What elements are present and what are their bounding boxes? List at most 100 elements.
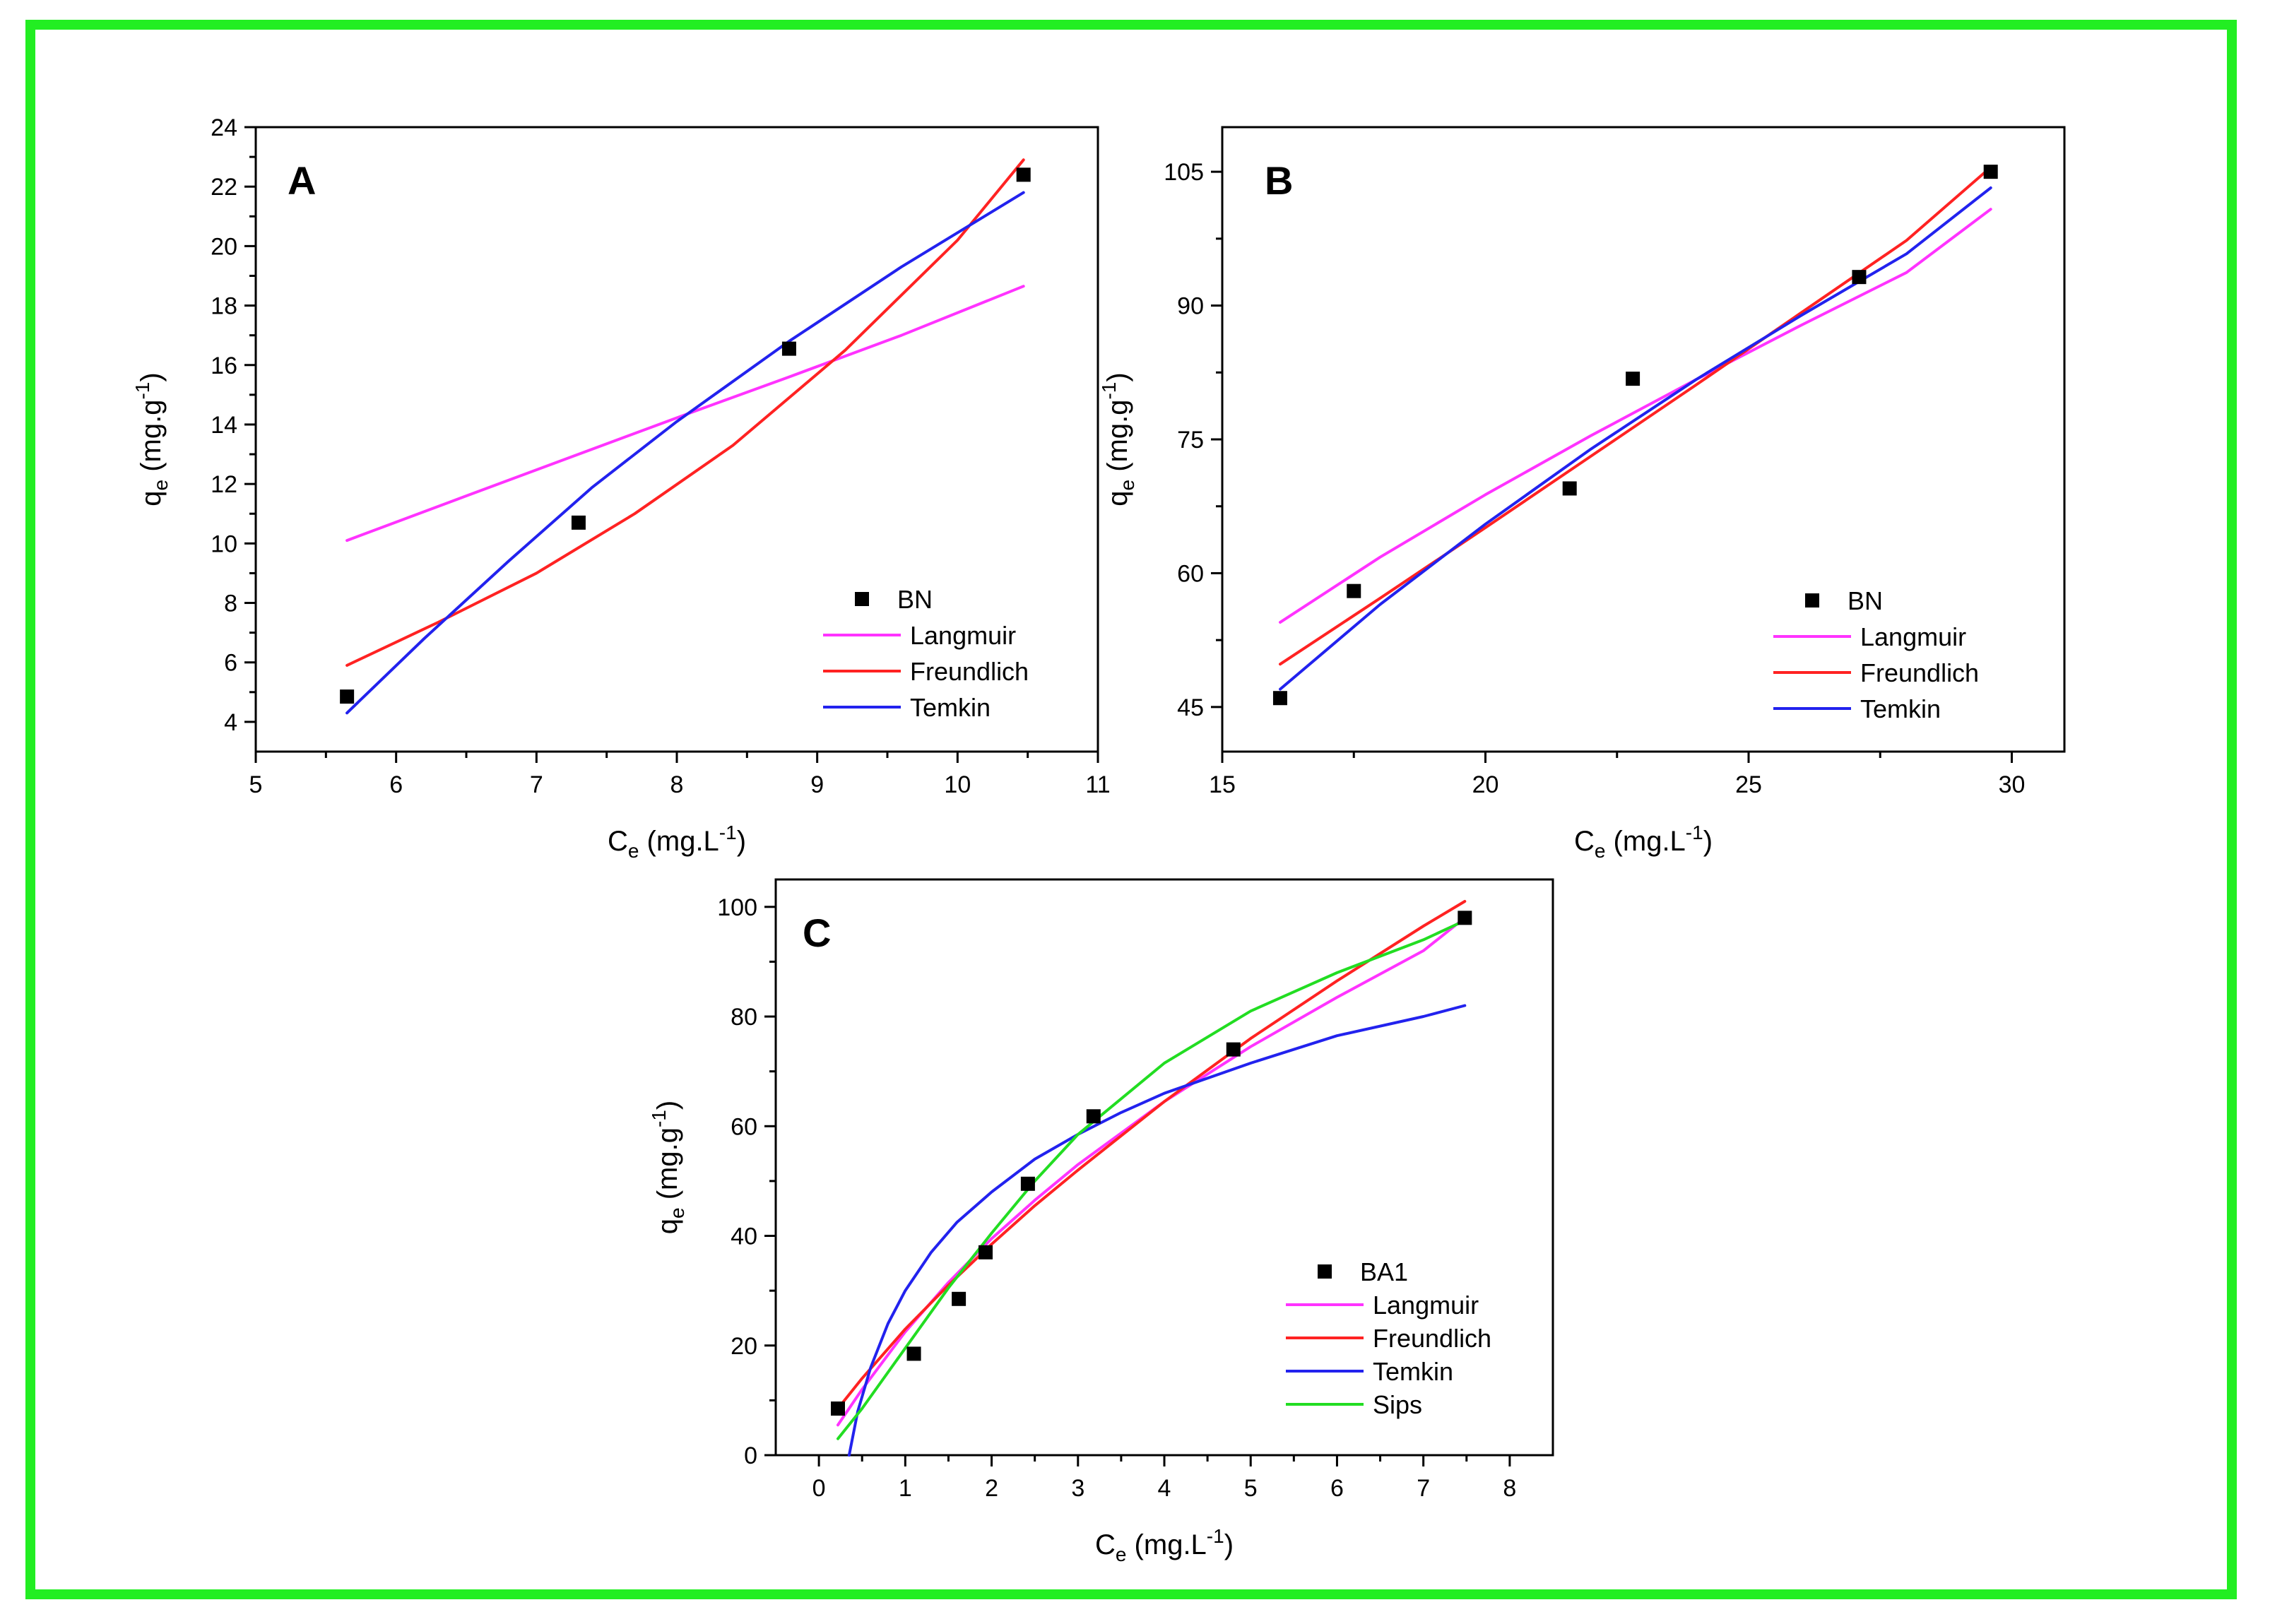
y-tick-label: 105 <box>1164 159 1204 186</box>
data-point <box>1020 1176 1035 1191</box>
y-axis-label: qe (mg.g-1) <box>131 372 172 506</box>
x-tick-label: 1 <box>899 1475 912 1502</box>
legend-label: Sips <box>1373 1390 1422 1419</box>
x-tick-label: 20 <box>1472 771 1499 798</box>
legend-label: Langmuir <box>1860 622 1966 651</box>
y-tick-label: 40 <box>731 1223 757 1250</box>
x-tick-label: 6 <box>1330 1475 1344 1502</box>
freundlich-curve <box>837 900 1467 1410</box>
figure-border <box>25 20 2237 1599</box>
x-axis-label: Ce (mg.L-1) <box>1574 822 1713 862</box>
legend: BN Langmuir Freundlich Temkin <box>823 585 1029 722</box>
data-point <box>906 1346 921 1361</box>
data-point <box>1458 911 1472 925</box>
freundlich-curve <box>1279 165 1992 666</box>
panel-letter: B <box>1265 158 1293 203</box>
panel-a: 5 6 7 8 9 10 11 4 6 8 10 12 14 16 18 20 22 24 Ce (mg.L-1) q… <box>131 114 1111 862</box>
x-tick-label: 7 <box>530 771 543 798</box>
data-point <box>1272 691 1287 706</box>
y-tick-label: 20 <box>731 1333 757 1360</box>
data-point <box>571 515 586 530</box>
x-tick-label: 0 <box>812 1475 826 1502</box>
x-tick-label: 2 <box>985 1475 998 1502</box>
legend-label: Temkin <box>1373 1357 1453 1386</box>
y-tick-label: 10 <box>211 531 237 557</box>
data-point <box>952 1291 966 1306</box>
data-point <box>1086 1109 1101 1124</box>
panel-b: 15 20 25 30 45 60 75 90 105 Ce (mg.L-1) qe (mg.g-1… <box>1098 126 2066 862</box>
y-tick-label: 100 <box>717 894 757 921</box>
x-tick-label: 3 <box>1071 1475 1084 1502</box>
y-tick-label: 14 <box>211 412 237 439</box>
x-tick-label: 7 <box>1417 1475 1430 1502</box>
legend-label: Temkin <box>1860 694 1941 723</box>
legend-marker <box>1805 593 1819 607</box>
langmuir-curve <box>1279 208 1992 624</box>
y-tick-label: 60 <box>1177 560 1204 587</box>
y-tick-label: 80 <box>731 1004 757 1031</box>
temkin-curve <box>847 1004 1467 1457</box>
y-tick-label: 22 <box>211 174 237 201</box>
freundlich-curve <box>345 158 1025 667</box>
x-tick-label: 30 <box>1999 771 2026 798</box>
legend-label: Langmuir <box>910 621 1016 650</box>
data-point <box>781 341 796 356</box>
y-tick-label: 18 <box>211 293 237 320</box>
langmuir-curve <box>345 285 1025 543</box>
data-point <box>1983 165 1998 179</box>
y-tick-label: 45 <box>1177 694 1204 721</box>
legend: BA1 Langmuir Freundlich Temkin Sips <box>1286 1257 1491 1419</box>
legend-label: BN <box>897 585 933 614</box>
y-tick-label: 16 <box>211 352 237 379</box>
legend-label: BN <box>1848 586 1883 615</box>
y-tick-label: 24 <box>211 114 237 141</box>
x-tick-label: 4 <box>1158 1475 1171 1502</box>
temkin-curve <box>345 191 1025 715</box>
y-tick-label: 12 <box>211 471 237 498</box>
y-tick-label: 75 <box>1177 427 1204 454</box>
data-point <box>1626 372 1641 386</box>
sips-curve <box>837 919 1467 1440</box>
langmuir-curve <box>837 916 1467 1427</box>
x-tick-label: 6 <box>389 771 403 798</box>
y-tick-label: 0 <box>744 1442 757 1469</box>
x-tick-label: 11 <box>1085 771 1110 798</box>
x-tick-label: 25 <box>1735 771 1762 798</box>
data-point <box>1347 583 1361 598</box>
y-tick-label: 90 <box>1177 293 1204 320</box>
panel-letter: A <box>288 158 316 203</box>
x-tick-label: 8 <box>670 771 684 798</box>
x-tick-label: 5 <box>249 771 263 798</box>
legend-marker <box>855 592 869 606</box>
data-point <box>979 1245 993 1260</box>
x-tick-label: 10 <box>944 771 971 798</box>
data-point <box>1852 270 1867 285</box>
x-tick-label: 8 <box>1503 1475 1516 1502</box>
legend-label: Freundlich <box>1860 658 1979 687</box>
legend: BN Langmuir Freundlich Temkin <box>1773 586 1979 723</box>
y-tick-label: 6 <box>224 650 237 677</box>
data-point <box>1562 481 1577 496</box>
data-point <box>1016 167 1031 182</box>
y-tick-label: 4 <box>224 709 237 736</box>
y-tick-label: 20 <box>211 233 237 260</box>
y-axis-label: qe (mg.g-1) <box>648 1101 688 1234</box>
data-point <box>340 689 355 704</box>
panel-letter: C <box>803 911 831 955</box>
data-point <box>1226 1042 1241 1057</box>
y-axis-label: qe (mg.g-1) <box>1098 372 1138 506</box>
legend-marker <box>1318 1264 1332 1279</box>
y-tick-label: 60 <box>731 1113 757 1140</box>
temkin-curve <box>1279 186 1992 691</box>
x-tick-label: 5 <box>1244 1475 1258 1502</box>
x-axis-label: Ce (mg.L-1) <box>608 822 746 862</box>
legend-label: Freundlich <box>1373 1324 1491 1353</box>
legend-label: BA1 <box>1360 1257 1408 1286</box>
data-point <box>831 1401 845 1416</box>
x-tick-label: 9 <box>810 771 824 798</box>
x-tick-label: 15 <box>1209 771 1236 798</box>
y-tick-label: 8 <box>224 591 237 617</box>
legend-label: Temkin <box>910 693 991 722</box>
